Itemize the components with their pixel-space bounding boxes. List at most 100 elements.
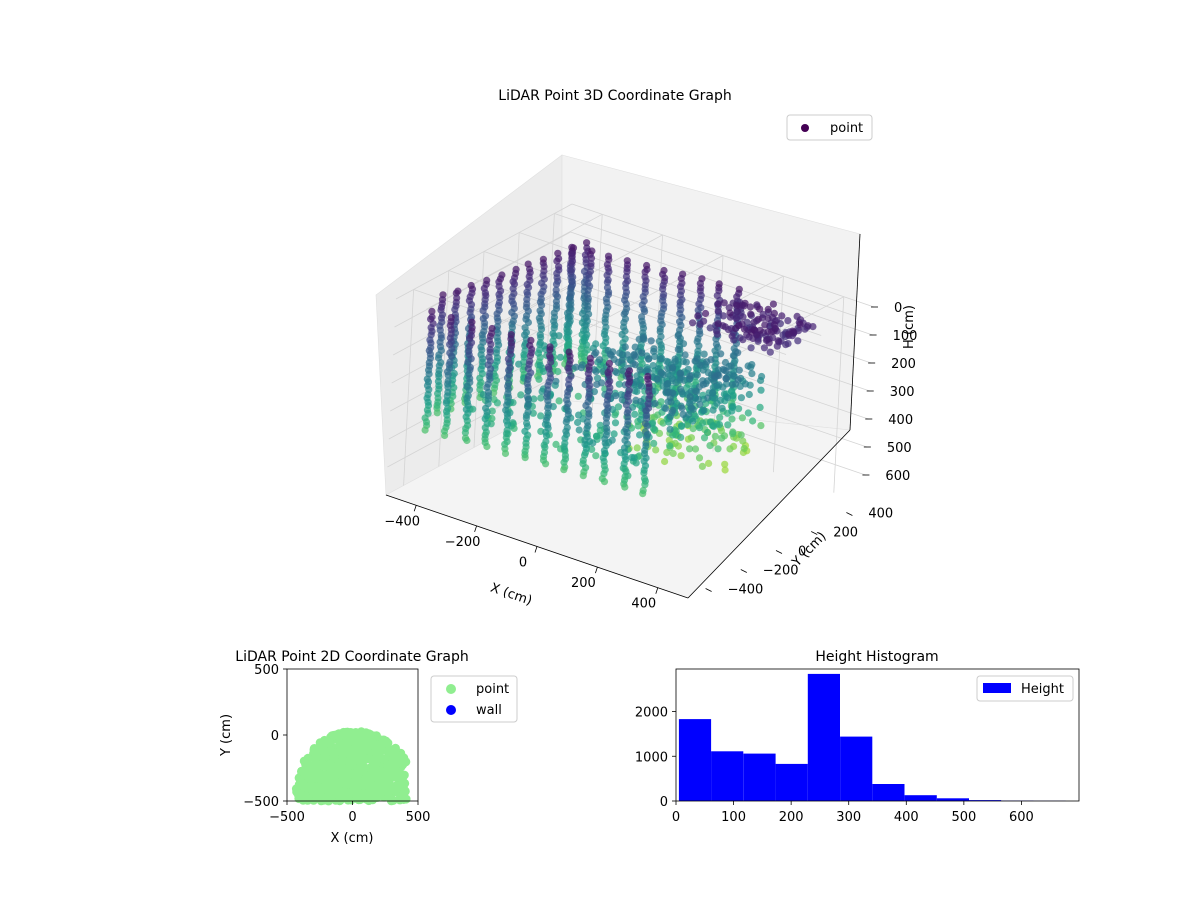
point-marker [299,781,309,790]
point-marker [614,403,623,411]
point-marker [583,418,591,426]
point-marker [523,288,531,296]
legend-3d: point [786,114,873,141]
point-marker [632,396,640,404]
y-axis-line [687,429,851,599]
point-marker [749,334,757,343]
point-marker [758,372,766,381]
point-marker [689,319,697,327]
point-marker [619,351,627,359]
histogram-bar [904,795,937,801]
point-marker [659,270,667,278]
histogram-bar [678,719,712,801]
point-marker [563,396,571,404]
point-marker [605,359,614,367]
point-marker [539,255,548,263]
chart-hist-title: Height Histogram [815,649,938,665]
point-marker [700,350,708,358]
point-marker [462,425,470,433]
point-marker [737,394,746,402]
point-marker [631,361,639,369]
point-marker [601,338,610,347]
point-marker [735,285,743,293]
point-marker [374,749,384,759]
point-marker [586,267,595,276]
y-tick [740,569,747,573]
y-axis-label-2d: Y (cm) [219,714,234,757]
point-marker [604,368,612,377]
point-marker [684,365,692,373]
point-marker [465,370,473,378]
point-marker [669,431,677,439]
point-marker [550,317,558,325]
histogram-bar [840,736,873,801]
point-marker [467,281,475,290]
point-marker [477,343,485,351]
point-marker [523,380,531,388]
grid-line [394,231,571,328]
x-tick-label: 600 [1009,810,1034,825]
point-marker [494,337,502,345]
point-marker [657,348,665,356]
point-marker [339,756,349,765]
point-marker [677,452,685,460]
histogram-bar [807,673,840,801]
point-marker [796,320,804,328]
point-marker [619,367,627,375]
point-marker [714,300,722,308]
point-marker [618,330,626,338]
point-marker [462,405,470,413]
point-marker [659,281,667,289]
point-marker [511,269,520,277]
x-tick-label: 200 [779,810,804,825]
point-marker [544,421,552,429]
point-marker [704,394,712,402]
point-marker [522,435,531,443]
point-marker [446,334,454,342]
point-marker [706,442,714,450]
point-marker [643,261,651,270]
point-marker [693,371,701,379]
point-marker [724,421,732,429]
chart-2d-title: LiDAR Point 2D Coordinate Graph [235,649,468,665]
point-marker [481,289,489,297]
point-marker [568,252,576,261]
point-marker [568,265,576,273]
point-marker [564,315,572,323]
point-marker [760,344,769,352]
y-tick-label: −400 [728,583,764,598]
point-marker [713,292,721,300]
points-3d [421,239,817,498]
point-marker [525,272,533,281]
point-marker [480,327,488,335]
point-marker [555,263,563,271]
point-marker [706,324,714,332]
point-marker [523,393,532,401]
point-marker [677,422,686,430]
point-marker [689,417,697,425]
grid-line [591,214,603,411]
point-marker [552,377,560,385]
point-marker [508,293,516,301]
y-tick [705,588,712,592]
point-marker [477,365,485,373]
point-marker [695,300,703,308]
point-marker [508,323,516,331]
point-marker [565,381,573,389]
point-marker [778,312,786,320]
point-marker [724,326,733,334]
point-marker [481,424,489,432]
point-marker [694,395,702,403]
point-marker [523,312,531,320]
point-marker [521,427,529,435]
point-marker [521,447,529,455]
point-marker [695,424,704,432]
point-marker [657,398,665,406]
point-marker [436,338,444,346]
point-marker [538,279,546,287]
point-marker [554,249,562,257]
point-marker [628,453,636,462]
z-tick-label: 0 [894,301,902,316]
point-marker [640,466,648,474]
point-marker [621,436,629,444]
